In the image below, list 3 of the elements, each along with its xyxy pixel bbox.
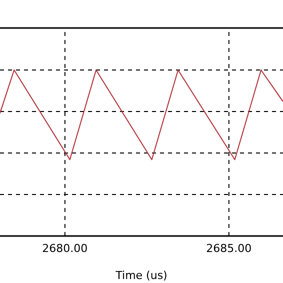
x-axis-title: Time (us): [114, 269, 168, 282]
x-tick-label: 2685.00: [206, 242, 252, 255]
x-tick-label: 2680.00: [42, 242, 88, 255]
